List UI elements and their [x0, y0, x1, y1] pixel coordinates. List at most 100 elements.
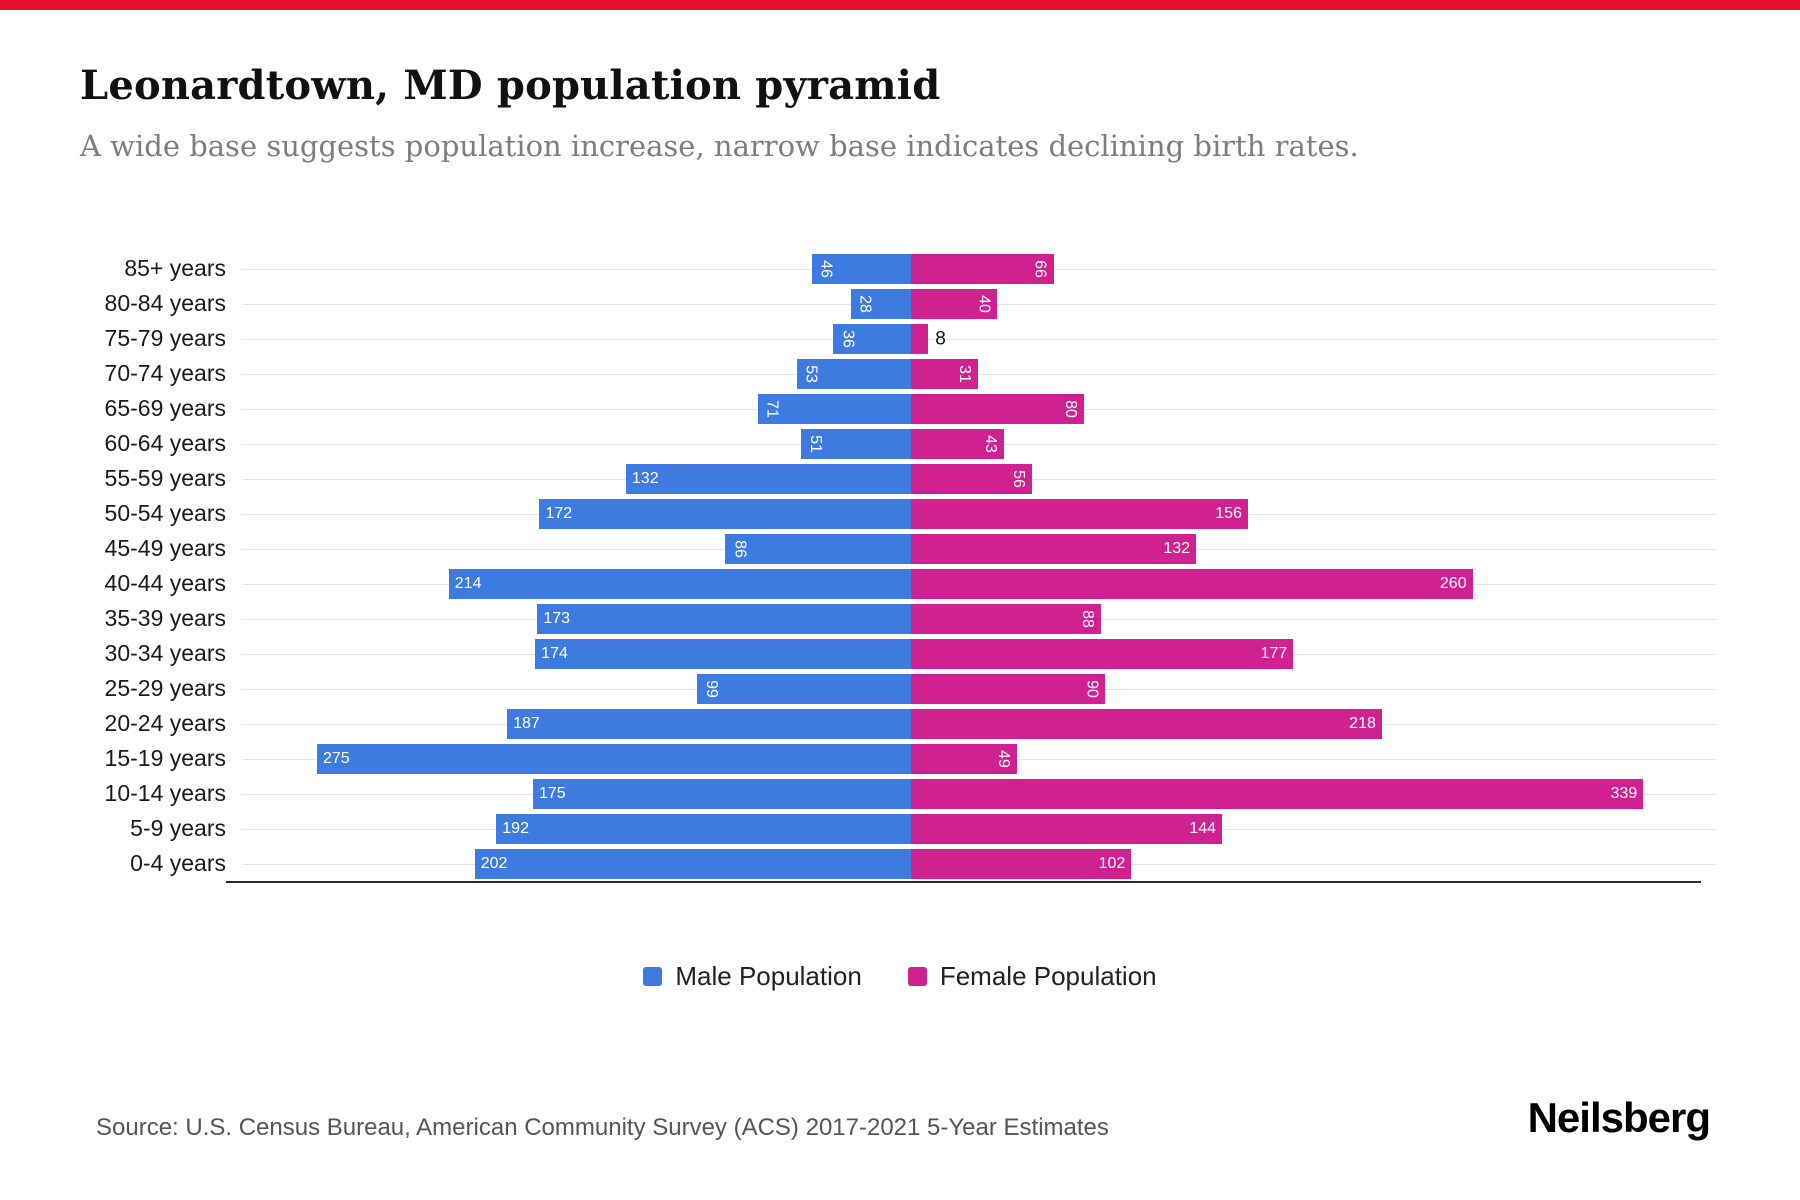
- bar-value-label: 174: [541, 644, 568, 662]
- male-bar: 51: [800, 428, 911, 459]
- row-plot-area: 175 339: [242, 776, 1717, 811]
- row-plot-area: 86 132: [242, 531, 1717, 566]
- female-bar: 88: [911, 603, 1102, 634]
- bar-value-label: 90: [1083, 679, 1101, 698]
- age-group-label: 5-9 years: [130, 815, 226, 841]
- female-zone: 260: [911, 566, 1717, 601]
- age-group-label: 25-29 years: [104, 675, 226, 701]
- male-bar: 187: [507, 708, 911, 739]
- chart-rows: 85+ years 46 66 80-84 years 28 40 75-79 years 3…: [80, 251, 1720, 881]
- age-group-label: 20-24 years: [104, 710, 226, 736]
- row-plot-area: 202 102: [242, 846, 1717, 881]
- bar-value-label: 86: [731, 539, 749, 558]
- bar-value-label: 177: [1260, 644, 1288, 662]
- footer: Source: U.S. Census Bureau, American Com…: [0, 1094, 1800, 1142]
- age-group-label: 45-49 years: [104, 535, 226, 561]
- bar-value-label: 53: [802, 364, 820, 383]
- row-plot-area: 46 66: [242, 251, 1717, 286]
- female-zone: 31: [911, 356, 1717, 391]
- bar-value-label: 339: [1610, 784, 1638, 802]
- male-zone: 192: [242, 811, 911, 846]
- bar-value-label: 132: [631, 469, 659, 487]
- chart-legend: Male Population Female Population: [80, 961, 1720, 992]
- bar-value-label: 172: [545, 504, 573, 522]
- male-zone: 132: [242, 461, 911, 496]
- male-bar: 202: [474, 848, 911, 879]
- female-bar: 144: [911, 813, 1223, 844]
- row-plot-area: 71 80: [242, 391, 1717, 426]
- male-zone: 174: [242, 636, 911, 671]
- bar-value-label: 260: [1439, 574, 1467, 592]
- female-zone: 40: [911, 286, 1717, 321]
- female-bar: 49: [911, 743, 1017, 774]
- legend-item-female[interactable]: Female Population: [907, 961, 1157, 992]
- male-zone: 275: [242, 741, 911, 776]
- male-bar: 174: [535, 638, 911, 669]
- page-title: Leonardtown, MD population pyramid: [80, 62, 941, 109]
- male-bar: 192: [496, 813, 911, 844]
- row-plot-area: 174 177: [242, 636, 1717, 671]
- row-plot-area: 99 90: [242, 671, 1717, 706]
- age-group-label: 80-84 years: [104, 290, 226, 316]
- female-bar: 102: [911, 848, 1132, 879]
- bar-value-label: 175: [539, 784, 566, 802]
- female-zone: 56: [911, 461, 1717, 496]
- male-bar: 36: [833, 323, 911, 354]
- female-bar: 218: [911, 708, 1382, 739]
- male-zone: 71: [242, 391, 911, 426]
- row-plot-area: 172 156: [242, 496, 1717, 531]
- row-plot-area: 187 218: [242, 706, 1717, 741]
- male-bar: 28: [850, 288, 911, 319]
- male-zone: 86: [242, 531, 911, 566]
- age-group-label: 15-19 years: [104, 745, 226, 771]
- bar-value-label: 202: [480, 854, 508, 872]
- age-group-label: 50-54 years: [104, 500, 226, 526]
- male-bar: 172: [539, 498, 911, 529]
- pyramid-row: 60-64 years 51 43: [80, 426, 1720, 461]
- pyramid-row: 45-49 years 86 132: [80, 531, 1720, 566]
- female-zone: 88: [911, 601, 1717, 636]
- male-bar: 86: [725, 533, 911, 564]
- male-zone: 175: [242, 776, 911, 811]
- bar-value-label: 80: [1061, 399, 1079, 418]
- gridline: [242, 338, 1717, 340]
- row-plot-area: 132 56: [242, 461, 1717, 496]
- pyramid-row: 70-74 years 53 31: [80, 356, 1720, 391]
- bar-value-label: 51: [806, 434, 824, 453]
- male-bar: 214: [448, 568, 911, 599]
- age-group-label: 10-14 years: [104, 780, 226, 806]
- male-bar: 175: [533, 778, 911, 809]
- pyramid-row: 25-29 years 99 90: [80, 671, 1720, 706]
- bar-value-label: 8: [935, 328, 946, 349]
- bar-value-label: 71: [763, 399, 781, 418]
- pyramid-row: 65-69 years 71 80: [80, 391, 1720, 426]
- female-bar: 132: [911, 533, 1197, 564]
- male-bar: 275: [317, 743, 911, 774]
- female-zone: 43: [911, 426, 1717, 461]
- gridline: [242, 373, 1717, 375]
- pyramid-row: 15-19 years 275 49: [80, 741, 1720, 776]
- pyramid-row: 20-24 years 187 218: [80, 706, 1720, 741]
- male-zone: 187: [242, 706, 911, 741]
- female-bar: 43: [911, 428, 1004, 459]
- age-group-label: 0-4 years: [130, 850, 226, 876]
- male-zone: 172: [242, 496, 911, 531]
- male-zone: 202: [242, 846, 911, 881]
- female-bar: 66: [911, 253, 1054, 284]
- male-zone: 173: [242, 601, 911, 636]
- male-bar: 46: [811, 253, 911, 284]
- pyramid-row: 40-44 years 214 260: [80, 566, 1720, 601]
- legend-item-male[interactable]: Male Population: [643, 961, 862, 992]
- pyramid-row: 35-39 years 173 88: [80, 601, 1720, 636]
- age-group-label: 75-79 years: [104, 325, 226, 351]
- row-plot-area: 275 49: [242, 741, 1717, 776]
- male-bar: 173: [537, 603, 911, 634]
- female-legend-swatch-icon: [907, 967, 927, 986]
- female-zone: 8: [911, 321, 1717, 356]
- male-zone: 214: [242, 566, 911, 601]
- bar-value-label: 36: [839, 329, 857, 348]
- female-legend-label: Female Population: [939, 961, 1157, 991]
- male-zone: 28: [242, 286, 911, 321]
- age-group-label: 55-59 years: [104, 465, 226, 491]
- female-zone: 156: [911, 496, 1717, 531]
